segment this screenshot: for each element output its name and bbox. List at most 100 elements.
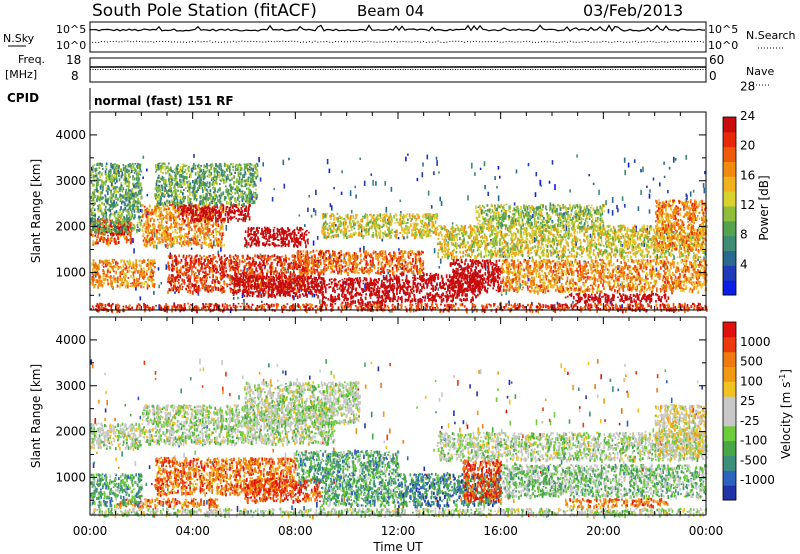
data-cell	[378, 255, 381, 259]
data-cell	[245, 205, 247, 209]
data-cell	[129, 285, 132, 287]
data-cell	[243, 265, 246, 268]
speck	[355, 194, 357, 199]
data-cell	[166, 216, 169, 221]
data-cell	[422, 272, 425, 274]
data-cell	[173, 265, 176, 267]
data-cell	[108, 262, 110, 264]
data-cell	[261, 280, 264, 285]
data-cell	[286, 288, 288, 291]
data-cell	[327, 298, 330, 301]
data-cell	[324, 301, 326, 304]
data-cell	[253, 271, 256, 275]
data-cell	[372, 256, 374, 261]
data-cell	[97, 272, 99, 275]
data-cell	[283, 241, 286, 245]
data-cell	[194, 262, 197, 265]
data-cell	[351, 282, 354, 286]
data-cell	[205, 220, 207, 223]
data-cell	[282, 290, 284, 294]
data-cell	[212, 274, 214, 279]
data-cell	[261, 277, 264, 281]
data-cell	[437, 276, 439, 279]
speck	[229, 309, 232, 313]
data-cell	[114, 241, 117, 245]
data-cell	[174, 216, 176, 218]
data-cell	[258, 261, 261, 265]
data-cell	[232, 255, 235, 258]
data-cell	[330, 271, 332, 274]
data-cell	[97, 227, 99, 230]
data-cell	[179, 242, 181, 245]
data-cell	[287, 262, 290, 266]
data-cell	[426, 273, 428, 277]
speck	[262, 162, 264, 167]
data-cell	[431, 299, 434, 303]
data-cell	[216, 276, 218, 281]
data-cell	[194, 272, 197, 274]
data-cell	[291, 279, 294, 282]
data-cell	[173, 217, 175, 222]
data-cell	[219, 272, 222, 275]
data-cell	[346, 289, 348, 292]
data-cell	[474, 281, 476, 285]
data-cell	[179, 228, 182, 232]
data-cell	[207, 260, 209, 264]
data-cell	[288, 232, 290, 236]
data-cell	[182, 240, 184, 245]
data-cell	[277, 239, 279, 241]
data-cell	[173, 205, 176, 210]
data-cell	[385, 255, 388, 260]
speck	[153, 233, 156, 238]
data-cell	[276, 255, 279, 259]
data-cell	[378, 300, 381, 305]
data-cell	[455, 275, 457, 277]
data-cell	[277, 257, 280, 261]
data-cell	[307, 263, 310, 265]
data-cell	[177, 271, 180, 275]
data-cell	[321, 292, 323, 296]
data-cell	[320, 286, 322, 290]
data-cell	[214, 256, 217, 259]
data-cell	[273, 226, 276, 229]
data-cell	[210, 242, 213, 245]
data-cell	[337, 271, 340, 274]
data-cell	[244, 219, 246, 223]
speck	[665, 231, 668, 236]
data-cell	[217, 254, 220, 258]
data-cell	[242, 291, 245, 296]
data-cell	[237, 213, 240, 216]
data-cell	[381, 266, 383, 271]
data-cell	[358, 268, 361, 271]
data-cell	[325, 287, 327, 290]
data-cell	[267, 276, 270, 278]
speck	[139, 296, 142, 301]
data-cell	[251, 272, 253, 274]
data-cell	[148, 284, 150, 288]
data-cell	[308, 276, 310, 280]
data-cell	[262, 272, 264, 275]
data-cell	[407, 297, 410, 300]
data-cell	[331, 269, 334, 273]
data-cell	[453, 294, 456, 297]
data-cell	[181, 223, 183, 226]
speck	[403, 236, 405, 240]
data-cell	[400, 255, 403, 258]
data-cell	[360, 293, 363, 297]
data-cell	[297, 282, 300, 285]
data-cell	[309, 275, 312, 279]
data-cell	[323, 267, 325, 272]
data-cell	[427, 293, 430, 297]
data-cell	[311, 270, 313, 275]
data-cell	[441, 299, 443, 303]
data-cell	[365, 286, 368, 290]
data-cell	[195, 217, 198, 220]
data-cell	[273, 276, 275, 280]
data-cell	[269, 256, 272, 261]
data-cell	[302, 249, 305, 253]
data-cell	[195, 280, 198, 284]
data-cell	[365, 283, 367, 286]
data-cell	[401, 274, 403, 277]
data-cell	[130, 229, 133, 232]
data-cell	[365, 278, 368, 282]
